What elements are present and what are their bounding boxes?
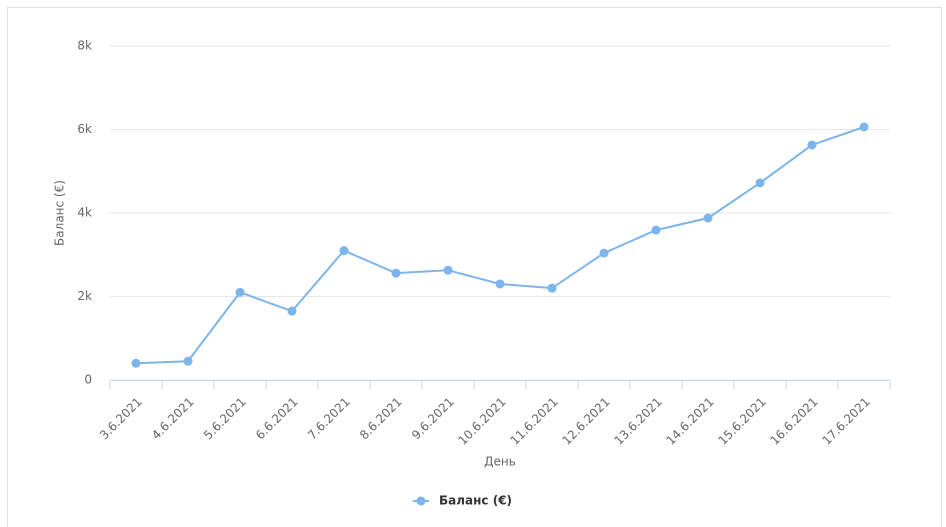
x-tick-label: 11.6.2021 xyxy=(508,395,561,448)
x-tick-label: 14.6.2021 xyxy=(664,395,717,448)
data-point xyxy=(235,287,245,297)
y-axis-title: Баланс (€) xyxy=(53,180,67,246)
y-tick-label: 2k xyxy=(77,289,92,303)
y-tick-label: 6k xyxy=(77,122,92,136)
data-point xyxy=(339,246,349,256)
data-point xyxy=(287,306,297,316)
data-point xyxy=(703,213,713,223)
data-point xyxy=(391,268,401,278)
x-tick-label: 12.6.2021 xyxy=(560,395,613,448)
x-tick-label: 13.6.2021 xyxy=(612,395,665,448)
data-point xyxy=(807,140,817,150)
x-tick-label: 10.6.2021 xyxy=(456,395,509,448)
data-point xyxy=(183,356,193,366)
data-point xyxy=(599,248,609,258)
x-tick-label: 6.6.2021 xyxy=(253,395,301,443)
x-tick-label: 4.6.2021 xyxy=(149,395,197,443)
data-point xyxy=(495,279,505,289)
x-axis-title: День xyxy=(484,455,516,469)
legend-marker xyxy=(416,496,426,506)
y-tick-label: 4k xyxy=(77,206,92,220)
y-tick-label: 8k xyxy=(77,39,92,53)
x-tick-label: 5.6.2021 xyxy=(201,395,249,443)
data-point xyxy=(859,122,869,132)
x-tick-label: 16.6.2021 xyxy=(768,395,821,448)
x-tick-label: 15.6.2021 xyxy=(716,395,769,448)
x-tick-label: 3.6.2021 xyxy=(97,395,145,443)
x-tick-label: 9.6.2021 xyxy=(409,395,457,443)
series-line xyxy=(135,126,865,365)
x-tick-label: 8.6.2021 xyxy=(357,395,405,443)
y-tick-label: 0 xyxy=(84,373,92,387)
data-point xyxy=(443,265,453,275)
data-point xyxy=(131,358,141,368)
x-tick-label: 7.6.2021 xyxy=(305,395,353,443)
legend-label: Баланс (€) xyxy=(439,494,512,508)
x-tick-label: 17.6.2021 xyxy=(820,395,873,448)
data-point xyxy=(755,178,765,188)
data-point xyxy=(651,225,661,235)
data-point xyxy=(547,283,557,293)
chart-border xyxy=(7,7,942,527)
